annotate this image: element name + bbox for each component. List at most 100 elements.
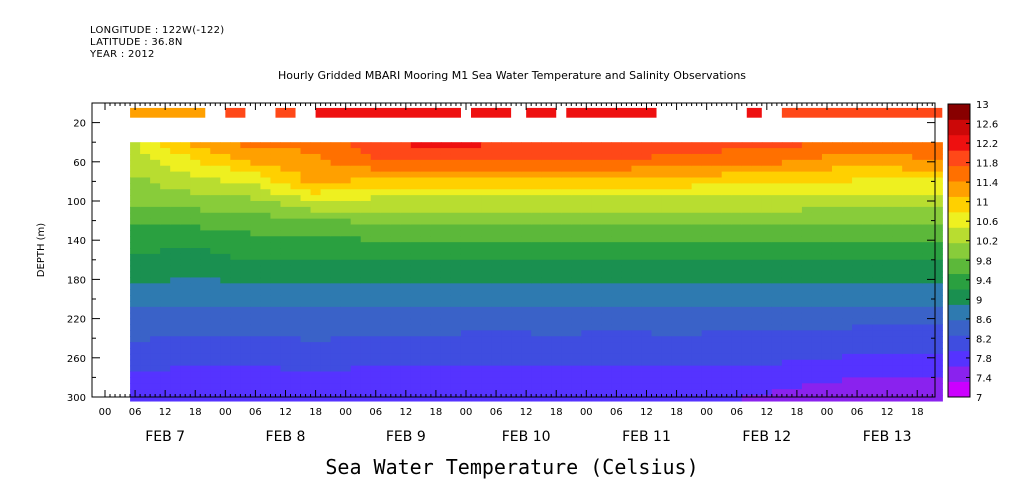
heatmap-cell — [922, 353, 933, 361]
heatmap-cell — [300, 201, 312, 208]
heatmap-cell — [781, 253, 793, 261]
heatmap-cell — [811, 306, 823, 314]
heatmap-cell — [771, 353, 783, 361]
heatmap-cell — [250, 348, 262, 355]
heatmap-cell — [711, 148, 723, 155]
heatmap-cell — [471, 283, 482, 290]
heatmap-cell — [882, 377, 893, 384]
heatmap-cell — [671, 206, 683, 214]
heatmap-cell — [671, 195, 683, 202]
heatmap-cell — [240, 289, 251, 296]
heatmap-cell — [310, 201, 322, 208]
heatmap-cell — [240, 183, 251, 190]
heatmap-cell — [561, 324, 572, 331]
heatmap-cell — [230, 159, 241, 167]
heatmap-cell — [280, 342, 292, 349]
heatmap-cell — [290, 253, 302, 261]
heatmap-cell — [912, 336, 923, 343]
heatmap-cell — [882, 189, 893, 196]
heatmap-cell — [862, 377, 873, 384]
heatmap-cell — [882, 324, 893, 331]
heatmap-cell — [260, 306, 272, 314]
heatmap-cell — [581, 295, 592, 302]
heatmap-cell — [370, 242, 382, 249]
heatmap-cell — [531, 142, 542, 149]
heatmap-cell — [190, 253, 201, 261]
heatmap-cell — [240, 165, 251, 173]
heatmap-cell — [681, 383, 693, 390]
heatmap-cell — [561, 318, 572, 326]
heatmap-cell — [661, 277, 673, 284]
heatmap-cell — [611, 371, 623, 378]
heatmap-cell — [611, 142, 623, 149]
heatmap-cell — [541, 359, 552, 367]
heatmap-cell — [571, 377, 582, 384]
heatmap-cell — [932, 371, 943, 378]
heatmap-cell — [641, 330, 653, 337]
heatmap-cell — [821, 165, 833, 173]
heatmap-cell — [601, 383, 612, 390]
heatmap-cell — [150, 201, 161, 208]
heatmap-cell — [180, 171, 191, 179]
heatmap-cell — [721, 289, 733, 296]
heatmap-cell — [731, 236, 743, 243]
heatmap-cell — [460, 365, 472, 373]
heatmap-cell — [922, 318, 933, 326]
heatmap-cell — [932, 295, 943, 302]
heatmap-cell — [721, 283, 733, 290]
heatmap-cell — [140, 389, 151, 396]
heatmap-cell — [350, 218, 362, 226]
heatmap-cell — [581, 377, 592, 384]
heatmap-cell — [450, 336, 462, 343]
heatmap-cell — [360, 195, 372, 202]
heatmap-cell — [671, 342, 683, 349]
heatmap-cell — [260, 359, 272, 367]
heatmap-cell — [370, 236, 382, 243]
heatmap-cell — [481, 236, 492, 243]
heatmap-cell — [330, 183, 342, 190]
heatmap-cell — [671, 201, 683, 208]
heatmap-cell — [912, 283, 923, 290]
heatmap-cell — [571, 165, 582, 173]
heatmap-cell — [892, 177, 903, 184]
heatmap-cell — [130, 212, 141, 220]
heatmap-cell — [501, 183, 512, 190]
heatmap-cell — [430, 306, 442, 314]
surface-segment — [471, 107, 512, 118]
heatmap-cell — [932, 342, 943, 349]
heatmap-cell — [591, 277, 602, 284]
heatmap-cell — [902, 248, 913, 255]
heatmap-cell — [240, 142, 251, 149]
heatmap-cell — [831, 324, 843, 331]
heatmap-cell — [721, 248, 733, 255]
heatmap-cell — [260, 371, 272, 378]
heatmap-cell — [902, 342, 913, 349]
heatmap-cell — [761, 142, 773, 149]
heatmap-cell — [882, 300, 893, 308]
heatmap-cell — [932, 283, 943, 290]
heatmap-cell — [320, 265, 332, 273]
heatmap-cell — [852, 289, 863, 296]
heatmap-cell — [220, 218, 231, 226]
heatmap-cell — [320, 165, 332, 173]
heatmap-cell — [300, 218, 312, 226]
heatmap-cell — [671, 183, 683, 190]
heatmap-cell — [892, 348, 903, 355]
heatmap-cell — [450, 142, 462, 149]
heatmap-cell — [551, 265, 562, 273]
heatmap-cell — [200, 148, 211, 155]
heatmap-cell — [681, 365, 693, 373]
heatmap-cell — [741, 318, 753, 326]
x-hour-label: 12 — [640, 407, 653, 418]
heatmap-cell — [390, 212, 402, 220]
heatmap-cell — [380, 377, 392, 384]
heatmap-cell — [561, 248, 572, 255]
heatmap-cell — [591, 153, 602, 161]
heatmap-cell — [210, 195, 221, 202]
heatmap-cell — [360, 283, 372, 290]
heatmap-cell — [801, 242, 813, 249]
heatmap-cell — [801, 336, 813, 343]
heatmap-cell — [701, 201, 713, 208]
heatmap-cell — [771, 271, 783, 279]
heatmap-cell — [912, 265, 923, 273]
